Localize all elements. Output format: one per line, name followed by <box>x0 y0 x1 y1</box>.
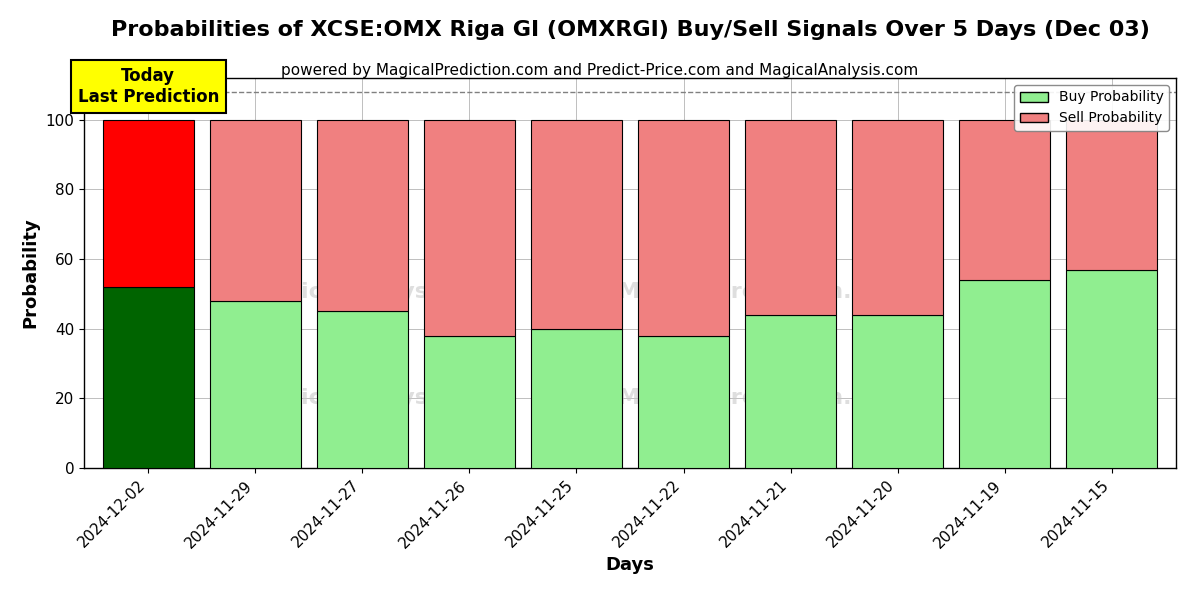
Bar <box>530 329 622 468</box>
Bar <box>745 120 836 315</box>
Title: Probabilities of XCSE:OMX Riga GI (OMXRGI) Buy/Sell Signals Over 5 Days (Dec 03): Probabilities of XCSE:OMX Riga GI (OMXRG… <box>110 20 1150 40</box>
Bar <box>1067 269 1157 468</box>
Text: Today
Last Prediction: Today Last Prediction <box>78 67 218 106</box>
Text: MagicalPrediction.com: MagicalPrediction.com <box>618 388 904 408</box>
Bar <box>103 287 193 468</box>
Bar <box>210 120 301 301</box>
Legend: Buy Probability, Sell Probability: Buy Probability, Sell Probability <box>1014 85 1169 131</box>
Y-axis label: Probability: Probability <box>22 218 40 328</box>
Bar <box>317 120 408 311</box>
Text: powered by MagicalPrediction.com and Predict-Price.com and MagicalAnalysis.com: powered by MagicalPrediction.com and Pre… <box>281 63 919 78</box>
Bar <box>638 120 730 335</box>
Text: MagicalAnalysis.com: MagicalAnalysis.com <box>248 283 510 302</box>
Bar <box>852 315 943 468</box>
Bar <box>424 335 515 468</box>
Bar <box>852 120 943 315</box>
Bar <box>424 120 515 335</box>
Bar <box>530 120 622 329</box>
Bar <box>745 315 836 468</box>
Bar <box>1067 120 1157 269</box>
X-axis label: Days: Days <box>606 556 654 574</box>
Text: MagicalAnalysis.com: MagicalAnalysis.com <box>248 388 510 408</box>
Bar <box>103 120 193 287</box>
Bar <box>638 335 730 468</box>
Text: MagicalPrediction.com: MagicalPrediction.com <box>618 283 904 302</box>
Bar <box>959 280 1050 468</box>
Bar <box>959 120 1050 280</box>
Bar <box>317 311 408 468</box>
Bar <box>210 301 301 468</box>
